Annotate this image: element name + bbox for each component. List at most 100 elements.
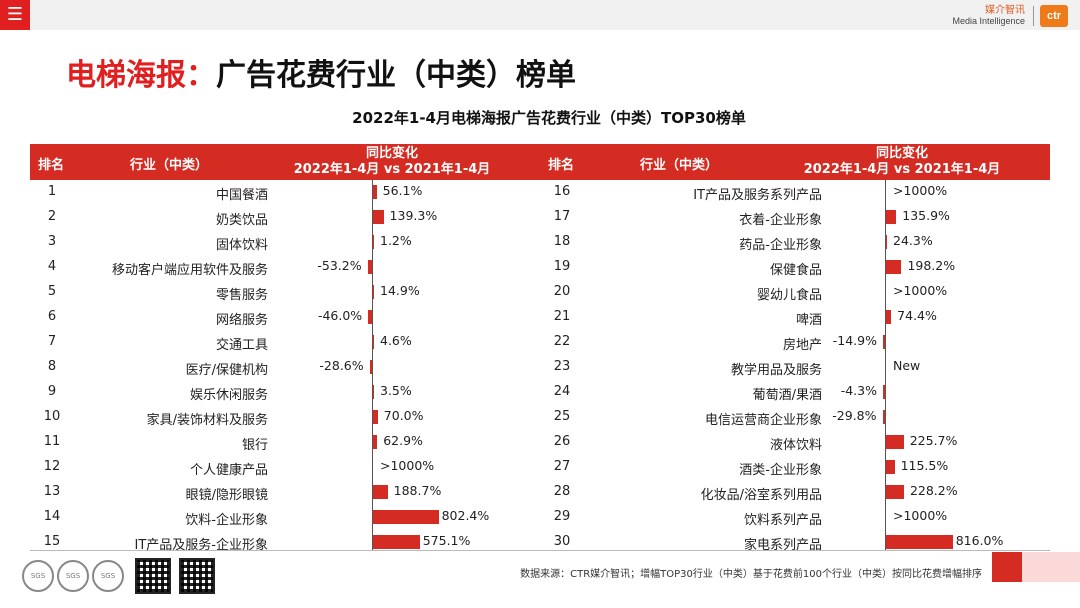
industry-cell: 奶类饮品 xyxy=(215,213,268,228)
table-row: 13 眼镜/隐形眼镜 188.7% xyxy=(30,480,1050,505)
rank-cell: 9 xyxy=(47,384,57,399)
change-bar xyxy=(372,485,388,499)
change-bar xyxy=(885,435,904,449)
top-bar: ☰ 媒介智讯 Media Intelligence ctr xyxy=(0,0,1080,30)
change-bar xyxy=(367,260,372,274)
change-label: 4.6% xyxy=(380,333,412,348)
industry-cell: 固体饮料 xyxy=(215,238,268,253)
table-row: 11 银行 62.9% xyxy=(30,430,1050,455)
header-change-left: 同比变化 2022年1-4月 vs 2021年1-4月 xyxy=(293,146,491,177)
change-bar xyxy=(372,285,374,299)
rank-cell: 13 xyxy=(43,484,61,499)
header-change-right: 同比变化 2022年1-4月 vs 2021年1-4月 xyxy=(803,146,1001,177)
table-row: 8 医疗/保健机构 -28.6% xyxy=(30,355,1050,380)
sgs-certification-icon: SGS xyxy=(22,560,54,592)
change-bar xyxy=(369,360,372,374)
industry-cell: 葡萄酒/果酒 xyxy=(752,388,822,403)
change-bar xyxy=(885,535,953,549)
industry-cell: 网络服务 xyxy=(215,313,268,328)
table-row: 17 衣着-企业形象 135.9% xyxy=(30,205,1050,230)
industry-cell: 啤酒 xyxy=(795,313,822,328)
change-bar xyxy=(372,235,374,249)
header-industry-right: 行业（中类） xyxy=(640,158,719,173)
industry-cell: 化妆品/浴室系列用品 xyxy=(700,488,822,503)
table-row: 28 化妆品/浴室系列用品 228.2% xyxy=(30,480,1050,505)
rank-cell: 21 xyxy=(553,309,571,324)
industry-cell: 保健食品 xyxy=(769,263,822,278)
rank-cell: 7 xyxy=(47,334,57,349)
change-label: 139.3% xyxy=(389,208,438,223)
table-row: 9 娱乐休闲服务 3.5% xyxy=(30,380,1050,405)
industry-cell: 液体饮料 xyxy=(769,438,822,453)
change-bar xyxy=(372,335,374,349)
industry-cell: 房地产 xyxy=(782,338,822,353)
industry-cell: 移动客户端应用软件及服务 xyxy=(111,263,268,278)
table-row: 12 个人健康产品 >1000% xyxy=(30,455,1050,480)
change-bar xyxy=(372,210,384,224)
rank-cell: 6 xyxy=(47,309,57,324)
table-row: 15 IT产品及服务-企业形象 575.1% xyxy=(30,530,1050,555)
industry-cell: 娱乐休闲服务 xyxy=(189,388,268,403)
rank-cell: 19 xyxy=(553,259,571,274)
brand: 媒介智讯 Media Intelligence ctr xyxy=(952,4,1068,28)
table-row: 2 奶类饮品 139.3% xyxy=(30,205,1050,230)
change-bar xyxy=(368,310,372,324)
change-label: 14.9% xyxy=(380,283,420,298)
table-row: 10 家具/装饰材料及服务 70.0% xyxy=(30,405,1050,430)
rank-cell: 22 xyxy=(553,334,571,349)
change-label: >1000% xyxy=(893,283,948,298)
change-bar xyxy=(885,485,904,499)
change-label: 228.2% xyxy=(909,483,958,498)
page-title-main: 广告花费行业（中类）榜单 xyxy=(216,58,576,93)
industry-cell: 银行 xyxy=(241,438,268,453)
change-label: 56.1% xyxy=(382,183,423,198)
change-bar xyxy=(372,410,378,424)
rank-cell: 2 xyxy=(47,209,57,224)
brand-name-cn: 媒介智讯 xyxy=(985,5,1025,16)
industry-cell: 中国餐酒 xyxy=(215,188,268,203)
change-bar xyxy=(885,210,897,224)
rank-cell: 18 xyxy=(553,234,571,249)
table-row: 23 教学用品及服务 New xyxy=(30,355,1050,380)
footer-accent-red xyxy=(992,552,1022,582)
change-label: >1000% xyxy=(893,508,948,523)
change-label: 1.2% xyxy=(380,233,412,248)
industry-cell: IT产品及服务系列产品 xyxy=(693,188,822,203)
industry-cell: 饮料系列产品 xyxy=(743,513,822,528)
table-row: 5 零售服务 14.9% xyxy=(30,280,1050,305)
change-label: 74.4% xyxy=(897,308,937,323)
change-bar xyxy=(883,385,885,399)
change-bar xyxy=(372,510,439,524)
page-title-prefix: 电梯海报： xyxy=(66,58,216,93)
industry-cell: 衣着-企业形象 xyxy=(739,213,822,228)
rank-cell: 14 xyxy=(43,509,61,524)
table-row: 20 婴幼儿食品 >1000% xyxy=(30,280,1050,305)
industry-cell: 饮料-企业形象 xyxy=(185,513,268,528)
brand-name-en: Media Intelligence xyxy=(952,16,1025,26)
rank-cell: 12 xyxy=(43,459,61,474)
change-label: -14.9% xyxy=(832,333,877,348)
change-bar xyxy=(372,385,374,399)
industry-cell: 家电系列产品 xyxy=(743,538,822,553)
change-label: 575.1% xyxy=(422,533,471,548)
table-row: 1 中国餐酒 56.1% xyxy=(30,180,1050,205)
industry-cell: 药品-企业形象 xyxy=(739,238,822,253)
change-label: 62.9% xyxy=(383,433,423,448)
hamburger-icon[interactable]: ☰ xyxy=(0,0,30,30)
table-bottom-rule xyxy=(30,550,1050,551)
industry-cell: 家具/装饰材料及服务 xyxy=(146,413,268,428)
rank-cell: 30 xyxy=(553,534,571,549)
change-label: 802.4% xyxy=(441,508,490,523)
industry-cell: 婴幼儿食品 xyxy=(756,288,822,303)
change-label: 198.2% xyxy=(907,258,956,273)
industry-cell: 电信运营商企业形象 xyxy=(704,413,822,428)
table-row: 29 饮料系列产品 >1000% xyxy=(30,505,1050,530)
header-rank-right: 排名 xyxy=(548,158,575,173)
rank-cell: 1 xyxy=(47,184,57,199)
change-bar xyxy=(885,260,902,274)
change-label: 135.9% xyxy=(902,208,950,223)
sgs-certification-icon: SGS xyxy=(57,560,89,592)
change-bar xyxy=(372,435,378,449)
data-source-note: 数据来源：CTR媒介智讯；增幅TOP30行业（中类）基于花费前100个行业（中类… xyxy=(520,569,982,580)
header-rank-left: 排名 xyxy=(38,158,65,173)
